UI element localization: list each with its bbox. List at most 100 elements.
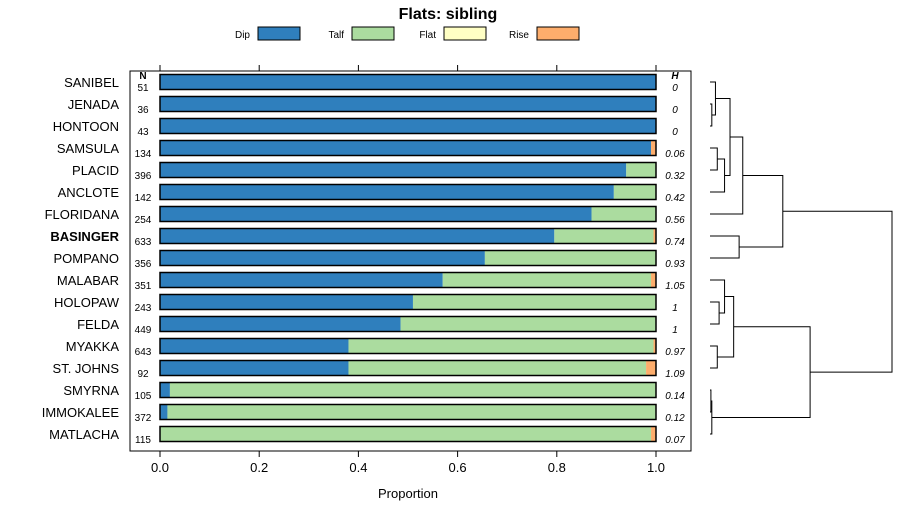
dendrogram-branch (710, 147, 718, 171)
legend-swatch-rise (536, 26, 580, 41)
category-label-basinger: BASINGER (50, 229, 119, 244)
bar-outline-felda (159, 315, 657, 333)
h-value-jenada: 0 (672, 105, 678, 116)
bar-outline-floridana (159, 205, 657, 223)
bar-immokalee-talf (167, 404, 656, 420)
h-value-myakka: 0.97 (665, 347, 685, 358)
n-value-sanibel: 51 (137, 83, 149, 94)
n-value-immokalee: 372 (135, 413, 152, 424)
h-value-hontoon: 0 (672, 127, 678, 138)
bar-samsula-rise (651, 140, 656, 156)
bar-floridana-talf (591, 206, 656, 222)
bar-outline-immokalee (159, 403, 657, 421)
category-label-pompano: POMPANO (54, 251, 120, 266)
dendrogram-branch (717, 296, 735, 358)
category-labels: SANIBEL JENADA HONTOON SAMSULA PLACID ANCLOTE… (42, 75, 120, 442)
legend: Dip Talf Flat Rise (235, 26, 580, 41)
category-label-floridana: FLORIDANA (45, 207, 120, 222)
n-value-malabar: 351 (135, 281, 152, 292)
dendrogram-branch (710, 345, 718, 369)
x-tick-label: 0.8 (548, 460, 566, 475)
category-label-felda: FELDA (77, 317, 119, 332)
n-value-placid: 396 (135, 171, 152, 182)
h-value-floridana: 0.56 (665, 215, 685, 226)
n-value-anclote: 142 (135, 193, 152, 204)
dendrogram-branch (710, 279, 726, 314)
bar-outline-matlacha (159, 425, 657, 443)
bar-outline-smyrna (159, 381, 657, 399)
n-value-felda: 449 (135, 325, 152, 336)
bar-malabar-dip (160, 272, 443, 288)
h-value-malabar: 1.05 (665, 281, 685, 292)
category-label-placid: PLACID (72, 163, 119, 178)
bar-basinger-rise (653, 228, 656, 244)
dendrogram-branch (711, 326, 811, 418)
category-label-anclote: ANCLOTE (58, 185, 120, 200)
bar-basinger-dip (160, 228, 555, 244)
bar-felda-dip (160, 316, 401, 332)
h-value-smyrna: 0.14 (665, 391, 685, 402)
n-value-floridana: 254 (135, 215, 152, 226)
n-value-holopaw: 243 (135, 303, 152, 314)
x-axis: 0.0 0.2 0.4 0.6 0.8 1.0 (151, 451, 665, 475)
bar-pompano-dip (160, 250, 485, 266)
category-label-samsula: SAMSULA (57, 141, 119, 156)
category-label-jenada: JENADA (68, 97, 120, 112)
h-value-matlacha: 0.07 (665, 435, 685, 446)
bar-basinger-talf (554, 228, 654, 244)
bar-outline-anclote (159, 183, 657, 201)
n-value-matlacha: 115 (135, 435, 151, 446)
dendrogram-branch (710, 235, 740, 259)
bar-smyrna-talf (169, 382, 657, 398)
legend-swatch-flat (443, 26, 487, 41)
category-label-smyrna: SMYRNA (63, 383, 119, 398)
bar-st-johns-rise (646, 360, 656, 376)
bar-myakka-talf (348, 338, 654, 354)
plot-frame (129, 70, 692, 452)
bar-outline-samsula (159, 139, 657, 157)
dendrogram-branch (739, 175, 784, 248)
bar-malabar-talf (442, 272, 652, 288)
x-tick-label: 0.2 (250, 460, 268, 475)
legend-label-talf: Talf (328, 30, 344, 41)
bar-anclote-dip (160, 184, 614, 200)
bar-st-johns-talf (348, 360, 647, 376)
n-value-jenada: 36 (137, 105, 149, 116)
dendrogram-branch (710, 301, 720, 325)
category-label-matlacha: MATLACHA (49, 427, 119, 442)
bar-outline-basinger (159, 227, 657, 245)
legend-swatch-talf (351, 26, 395, 41)
bar-myakka-dip (160, 338, 349, 354)
bar-outline-pompano (159, 249, 657, 267)
legend-swatch-dip (257, 26, 301, 41)
bar-floridana-dip (160, 206, 592, 222)
h-value-immokalee: 0.12 (665, 413, 685, 424)
h-value-samsula: 0.06 (665, 149, 685, 160)
bar-smyrna-dip (160, 382, 170, 398)
bar-outline-hontoon (159, 117, 657, 135)
dendrogram-branch (710, 389, 712, 413)
bar-matlacha-talf (160, 426, 652, 442)
bar-holopaw-talf (412, 294, 656, 310)
chart-title: Flats: sibling (399, 6, 498, 23)
bar-outline-sanibel (159, 73, 657, 91)
bar-outline-myakka (159, 337, 657, 355)
category-label-holopaw: HOLOPAW (54, 295, 120, 310)
n-value-myakka: 643 (135, 347, 152, 358)
dendrogram-branch (710, 103, 713, 127)
top-axis-ticks (159, 65, 657, 71)
x-tick-label: 1.0 (647, 460, 665, 475)
bar-outline-malabar (159, 271, 657, 289)
bar-outline-st-johns (159, 359, 657, 377)
category-label-sanibel: SANIBEL (64, 75, 119, 90)
bar-placid-talf (626, 162, 656, 178)
bar-anclote-talf (613, 184, 656, 200)
h-header: H (671, 71, 679, 82)
x-tick-label: 0.0 (151, 460, 169, 475)
n-value-pompano: 356 (135, 259, 152, 270)
n-value-st-johns: 92 (137, 369, 149, 380)
n-value-smyrna: 105 (135, 391, 152, 402)
n-value-basinger: 633 (135, 237, 152, 248)
h-labels: 0 0 0 0.06 0.32 0.42 0.56 0.74 0.93 1.05 1 1 0.97 1.0… (665, 83, 685, 446)
